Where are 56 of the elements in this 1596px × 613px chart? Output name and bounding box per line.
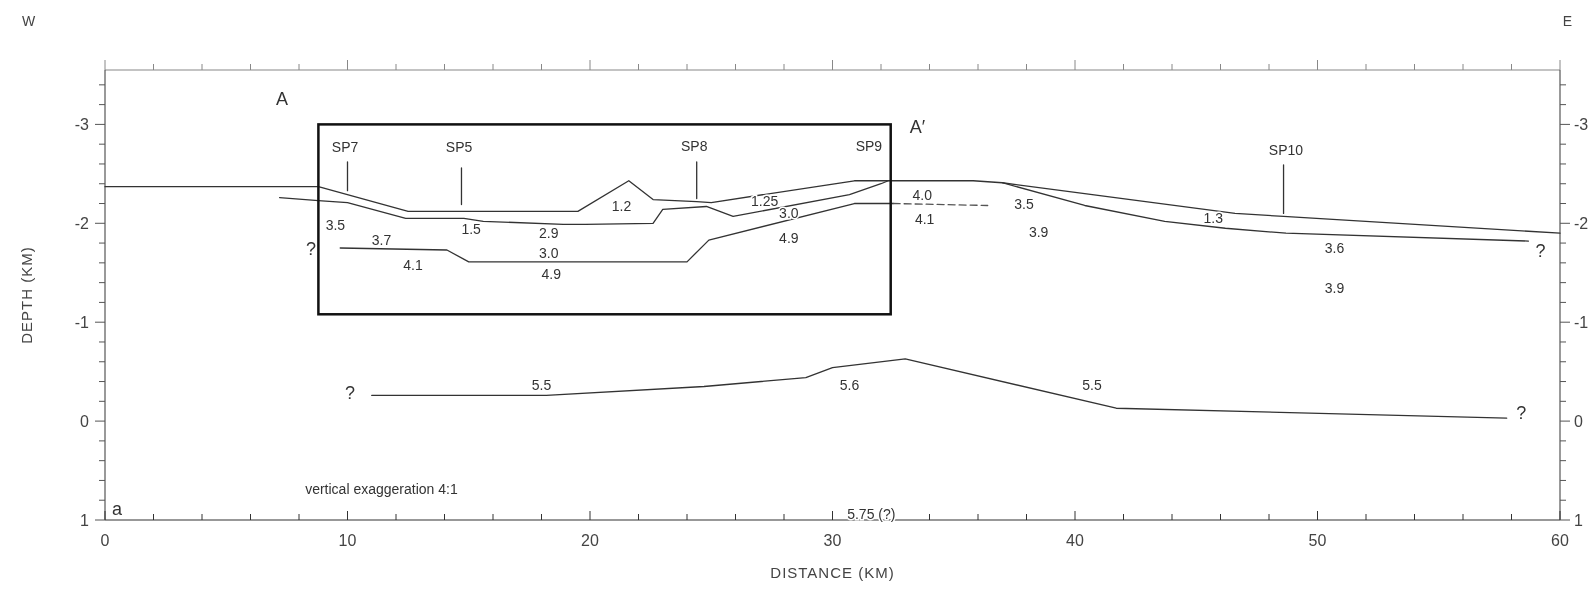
annotation: 5.6 bbox=[839, 376, 860, 393]
y2-tick-label: -2 bbox=[1574, 215, 1589, 233]
annotation: 2.9 bbox=[539, 225, 559, 242]
annotation: 4.9 bbox=[779, 230, 799, 247]
annotation: 3.7 bbox=[371, 232, 392, 249]
x-tick-label: 20 bbox=[581, 532, 599, 549]
y2-tick-label: 0 bbox=[1574, 413, 1583, 431]
y-tick-label: 1 bbox=[80, 512, 90, 529]
annotation: SP7 bbox=[331, 139, 359, 156]
annotation: 4.1 bbox=[914, 211, 935, 228]
annotation: 4.9 bbox=[541, 265, 562, 282]
annotation: SP10 bbox=[1268, 142, 1304, 159]
annotation: 3.9 bbox=[1028, 224, 1049, 241]
annotation: ? bbox=[344, 383, 355, 404]
y-tick-label: -3 bbox=[74, 116, 90, 134]
annotation: ? bbox=[306, 239, 317, 259]
x-axis-title: DISTANCE (KM) bbox=[770, 564, 895, 581]
annotation: ? bbox=[1535, 240, 1546, 261]
text: E bbox=[1562, 13, 1572, 29]
annotation: 1.25 bbox=[750, 192, 779, 209]
annotation: 3.9 bbox=[1324, 279, 1345, 296]
annotation: 1.2 bbox=[611, 198, 632, 215]
annotation: A bbox=[276, 88, 289, 109]
y-tick-label: 0 bbox=[80, 413, 90, 431]
annotation: SP5 bbox=[445, 139, 473, 156]
x-tick-label: 0 bbox=[100, 532, 110, 549]
annotation: 3.5 bbox=[325, 217, 346, 234]
text: W bbox=[22, 13, 36, 29]
x-tick-label: 10 bbox=[338, 532, 357, 549]
y-axis-title: DEPTH (KM) bbox=[18, 246, 35, 344]
y-tick-label: -2 bbox=[74, 215, 90, 233]
annotation: ? bbox=[1516, 403, 1527, 424]
x-tick-label: 40 bbox=[1066, 532, 1084, 549]
y2-tick-label: -1 bbox=[1574, 314, 1589, 332]
annotation: SP8 bbox=[681, 138, 708, 155]
annotation: 5.5 bbox=[531, 376, 552, 393]
annotation: 4.0 bbox=[912, 186, 933, 203]
annotation: a bbox=[112, 499, 124, 520]
x-tick-label: 60 bbox=[1551, 532, 1569, 549]
annotation: 1.5 bbox=[461, 221, 482, 238]
annotation: 3.6 bbox=[1324, 240, 1345, 257]
x-tick-label: 50 bbox=[1308, 532, 1327, 549]
annotation: 1.3 bbox=[1203, 210, 1224, 227]
annotation: 3.5 bbox=[1014, 195, 1035, 212]
x-tick-label: 30 bbox=[823, 532, 842, 549]
annotation: 4.1 bbox=[403, 256, 423, 273]
annotation: 5.75 (?) bbox=[847, 506, 896, 523]
y2-tick-label: 1 bbox=[1574, 512, 1583, 529]
annotation: SP9 bbox=[855, 138, 883, 155]
annotation: vertical exaggeration 4:1 bbox=[305, 481, 458, 498]
annotation: A′ bbox=[909, 117, 926, 138]
y2-tick-label: -3 bbox=[1574, 116, 1589, 134]
annotation: 5.5 bbox=[1082, 376, 1102, 393]
annotation: 3.0 bbox=[539, 244, 559, 261]
y-tick-label: -1 bbox=[74, 314, 90, 332]
annotation: 3.0 bbox=[779, 205, 799, 222]
